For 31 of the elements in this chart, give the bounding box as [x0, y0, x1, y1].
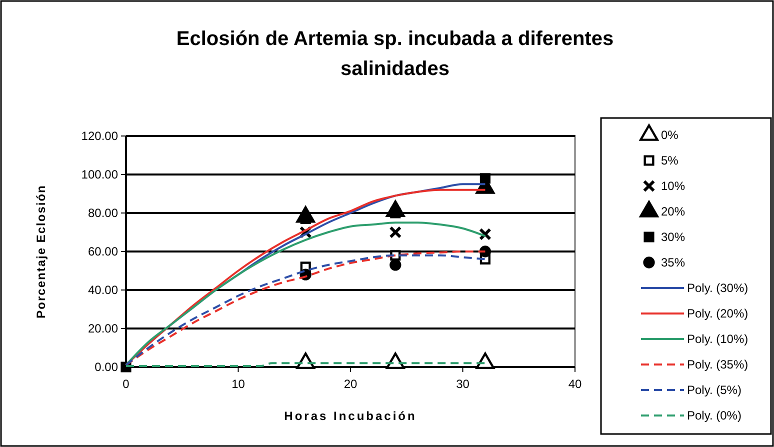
legend-label: Poly. (0%)	[687, 408, 742, 422]
legend-label: 35%	[661, 256, 686, 270]
legend-label: 20%	[661, 204, 686, 218]
point	[389, 226, 402, 238]
x-tick-label: 10	[232, 377, 246, 392]
y-tick-label: 0.00	[94, 360, 118, 374]
y-axis-title: Porcentaje Eclosión	[34, 184, 48, 318]
y-tick-label: 100.00	[81, 167, 118, 182]
point	[480, 173, 490, 184]
y-tick-label: 80.00	[88, 206, 118, 220]
y-tick-label: 40.00	[88, 282, 118, 297]
x-tick-label: 30	[456, 377, 470, 392]
x-axis-title: Horas Incubación	[284, 409, 417, 423]
x-tick-label: 0	[122, 377, 130, 392]
legend-label: Poly. (10%)	[687, 332, 748, 346]
legend-label: Poly. (20%)	[687, 306, 748, 320]
legend-label: Poly. (35%)	[687, 358, 748, 372]
point	[478, 228, 492, 240]
point	[390, 259, 402, 271]
x-tick-label: 40	[568, 377, 582, 392]
chart-title: Eclosión de Artemia sp. incubada a diferentes salinidades	[176, 28, 614, 80]
legend-label: Poly. (5%)	[687, 383, 742, 397]
legend-label: Poly. (30%)	[687, 281, 748, 295]
legend-label: 5%	[661, 154, 679, 168]
legend-label: 0%	[661, 128, 679, 142]
y-tick-label: 20.00	[88, 321, 118, 336]
y-tick-label: 60.00	[88, 244, 118, 258]
legend-label: 10%	[661, 179, 686, 193]
x-tick-label: 20	[344, 377, 358, 392]
y-tick-label: 120.00	[81, 128, 118, 143]
legend-label: 30%	[661, 230, 686, 244]
